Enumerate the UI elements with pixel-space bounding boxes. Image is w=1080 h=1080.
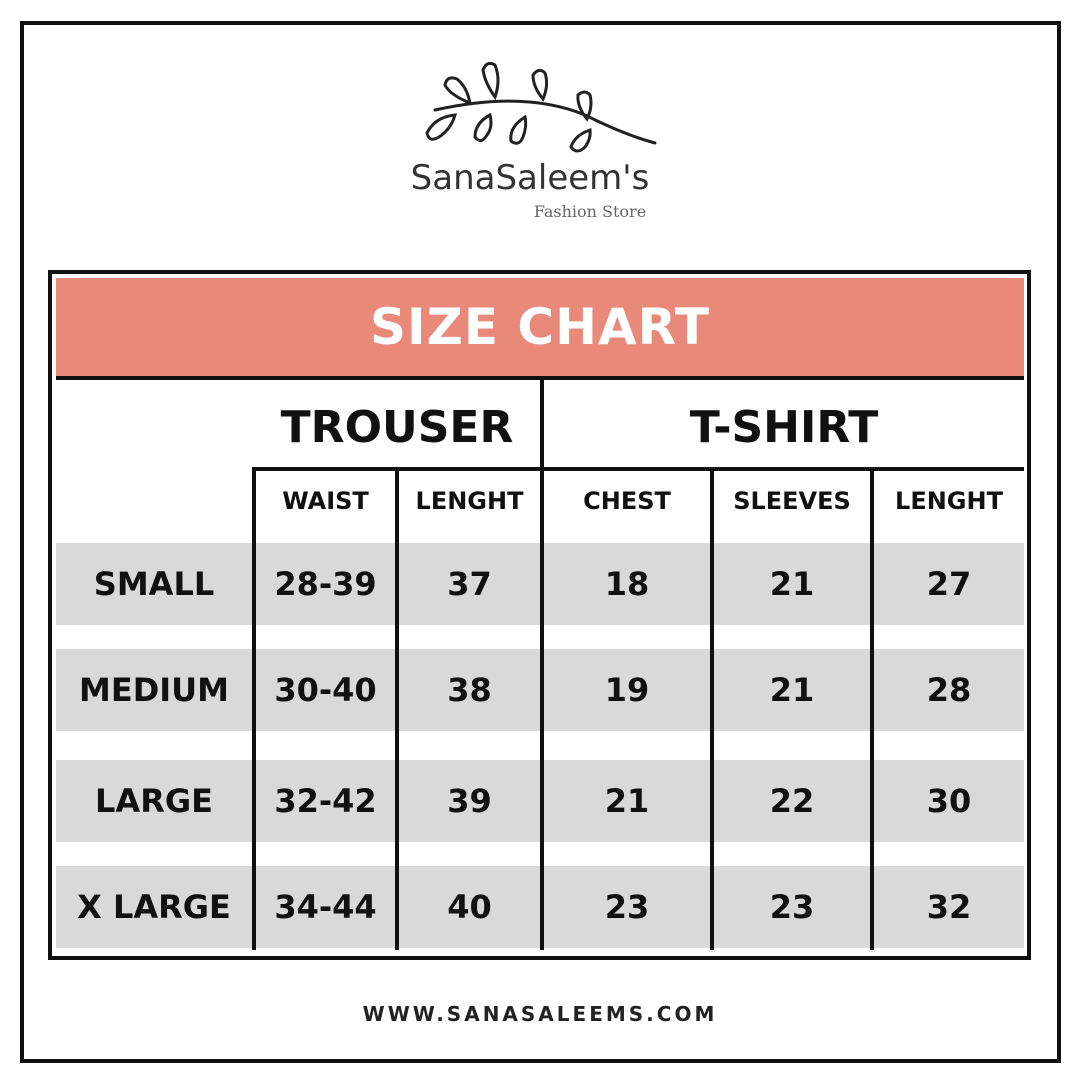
row-label: LARGE xyxy=(95,782,213,820)
table-cell: 40 xyxy=(447,888,492,926)
column-header: LENGHT xyxy=(415,487,524,515)
table-cell: 23 xyxy=(604,888,650,926)
table-cell: 32-42 xyxy=(274,782,377,820)
divider xyxy=(395,467,399,950)
table-cell: 27 xyxy=(926,565,972,603)
table-cell: 19 xyxy=(604,671,650,709)
column-header: LENGHT xyxy=(895,487,1003,515)
table-cell: 28 xyxy=(926,671,972,709)
table-cell: 34-44 xyxy=(274,888,377,926)
row-label: X LARGE xyxy=(77,888,231,926)
table-cell: 32 xyxy=(926,888,972,926)
brand-name: SanaSaleem's xyxy=(410,158,650,198)
divider xyxy=(540,378,544,950)
table-cell: 30 xyxy=(926,782,972,820)
website-url[interactable]: WWW.SANASALEEMS.COM xyxy=(362,1002,718,1026)
brand-tagline: Fashion Store xyxy=(533,202,647,221)
divider xyxy=(252,467,256,950)
group-header-tshirt: T-SHIRT xyxy=(689,402,879,453)
column-header: SLEEVES xyxy=(733,487,851,515)
table-cell: 21 xyxy=(769,671,815,709)
table-cell: 30-40 xyxy=(274,671,377,709)
column-header: CHEST xyxy=(583,487,671,515)
table-cell: 21 xyxy=(604,782,650,820)
table-cell: 22 xyxy=(769,782,815,820)
outer-border xyxy=(20,21,1061,1063)
divider xyxy=(710,467,714,950)
table-cell: 23 xyxy=(769,888,815,926)
table-cell: 21 xyxy=(769,565,815,603)
row-label: MEDIUM xyxy=(79,671,229,709)
group-header-trouser: TROUSER xyxy=(280,402,514,453)
table-cell: 38 xyxy=(447,671,492,709)
table-cell: 28-39 xyxy=(274,565,377,603)
divider xyxy=(870,467,874,950)
table-cell: 37 xyxy=(447,565,492,603)
size-chart-table xyxy=(48,270,1031,960)
table-cell: 39 xyxy=(447,782,492,820)
column-header: WAIST xyxy=(282,487,369,515)
row-label: SMALL xyxy=(93,565,215,603)
chart-title: SIZE CHART xyxy=(56,278,1024,376)
table-cell: 18 xyxy=(604,565,650,603)
divider xyxy=(254,467,1024,471)
leaf-branch-logo-icon xyxy=(425,61,657,153)
